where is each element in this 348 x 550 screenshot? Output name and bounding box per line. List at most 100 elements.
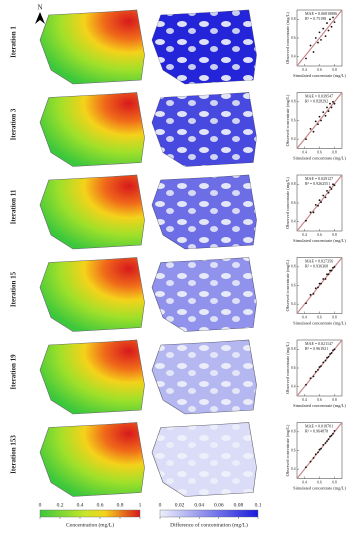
colorbar-tick-label: 0.6	[97, 502, 104, 508]
point	[327, 29, 330, 32]
y-tick-label: 0.6	[291, 201, 296, 205]
point	[318, 448, 321, 451]
annotation: MAE = 0.027356	[305, 258, 333, 263]
point	[332, 100, 334, 103]
point	[320, 201, 322, 203]
y-axis-label: Observed concentrate (mg/L)	[285, 424, 290, 476]
point	[326, 106, 328, 109]
point	[314, 120, 317, 123]
x-tick-label: 0.8	[332, 398, 337, 402]
x-tick-label: 0.4	[302, 480, 307, 484]
point	[333, 184, 336, 187]
point	[314, 203, 317, 206]
y-tick-label: 0.4	[291, 467, 296, 471]
point	[317, 451, 319, 454]
point	[312, 130, 315, 133]
point	[320, 365, 322, 368]
x-tick-label: 0.6	[317, 233, 322, 237]
y-axis-label: Observed concentrate (mg/L)	[285, 94, 290, 146]
annotation: MAE = 0.029127	[305, 176, 333, 181]
point	[329, 102, 331, 105]
point	[327, 110, 330, 113]
x-tick-label: 0.8	[332, 480, 337, 484]
colorbar-tick-label: 0.2	[57, 502, 64, 508]
point	[332, 349, 334, 352]
one-to-one-line	[296, 422, 343, 479]
concentration-map	[39, 257, 145, 332]
point	[327, 355, 330, 358]
point	[324, 278, 327, 280]
colorbar-tick-label: 0.08	[234, 502, 244, 508]
concentration-map	[39, 92, 145, 167]
point	[309, 377, 312, 380]
y-tick-label: 0.8	[291, 17, 296, 21]
point	[327, 273, 330, 276]
annotation: R² = 0.75198	[305, 16, 326, 21]
colorbar-tick-label: 0.04	[194, 502, 204, 508]
point	[320, 282, 322, 285]
x-tick-label: 0.6	[317, 315, 322, 319]
x-tick-label: 0.8	[332, 315, 337, 319]
colorbar-tick-label: 0.06	[214, 502, 224, 508]
point	[312, 375, 315, 378]
point	[322, 111, 325, 113]
y-tick-label: 0.4	[291, 54, 296, 58]
point	[324, 35, 327, 38]
point	[332, 432, 334, 435]
concentration-map	[39, 422, 145, 497]
point	[317, 204, 319, 207]
annotation: R² = 0.9262551	[305, 181, 330, 186]
y-tick-label: 0.8	[291, 347, 296, 351]
y-axis-label: Observed concentrate (mg/L)	[285, 177, 290, 229]
point	[330, 25, 333, 28]
x-tick-label: 0.6	[317, 398, 322, 402]
colorbar	[39, 509, 141, 518]
y-tick-label: 0.8	[291, 182, 296, 186]
x-axis-label: Simulated concentrate (mg/L)	[293, 403, 346, 408]
y-tick-label: 0.6	[291, 366, 296, 370]
difference-map	[152, 340, 257, 414]
point	[330, 106, 333, 109]
x-axis-label: Simulated concentrate (mg/L)	[293, 321, 346, 326]
point	[322, 361, 325, 364]
point	[320, 38, 322, 41]
point	[326, 22, 328, 24]
point	[318, 31, 321, 34]
point	[314, 453, 317, 456]
annotation: R² = 0.961921	[305, 346, 328, 351]
point	[318, 366, 321, 368]
point	[332, 183, 334, 186]
colorbar-label: Concentration (mg/L)	[66, 521, 114, 528]
concentration-map	[39, 9, 145, 85]
point	[309, 127, 312, 130]
annotation: MAE = 0.06818886	[305, 11, 337, 16]
row-label: Iteration 3	[10, 108, 18, 140]
annotation: R² = 0.828292	[305, 98, 328, 103]
row-label: Iteration 19	[10, 354, 18, 390]
point	[314, 370, 317, 373]
point	[317, 41, 319, 44]
x-tick-label: 0.8	[332, 68, 337, 72]
colorbar-tick-label: 0.4	[77, 502, 84, 508]
point	[333, 348, 336, 351]
point	[312, 51, 315, 53]
difference-map	[152, 422, 257, 497]
annotation: MAE = 0.039547	[305, 93, 333, 98]
x-tick-label: 0.8	[332, 150, 337, 154]
point	[330, 434, 333, 437]
point	[322, 278, 325, 280]
point	[327, 191, 330, 194]
point	[314, 287, 317, 290]
colorbar-tick-label: 0	[159, 502, 162, 508]
point	[324, 359, 327, 362]
y-tick-label: 0.6	[291, 118, 296, 122]
x-tick-label: 0.6	[317, 480, 322, 484]
point	[317, 368, 319, 371]
point	[333, 21, 336, 24]
x-tick-label: 0.4	[302, 233, 307, 237]
point	[314, 37, 317, 39]
concentration-map	[39, 174, 145, 250]
point	[312, 211, 315, 214]
colorbar-tick-label: 0.1	[255, 502, 262, 508]
